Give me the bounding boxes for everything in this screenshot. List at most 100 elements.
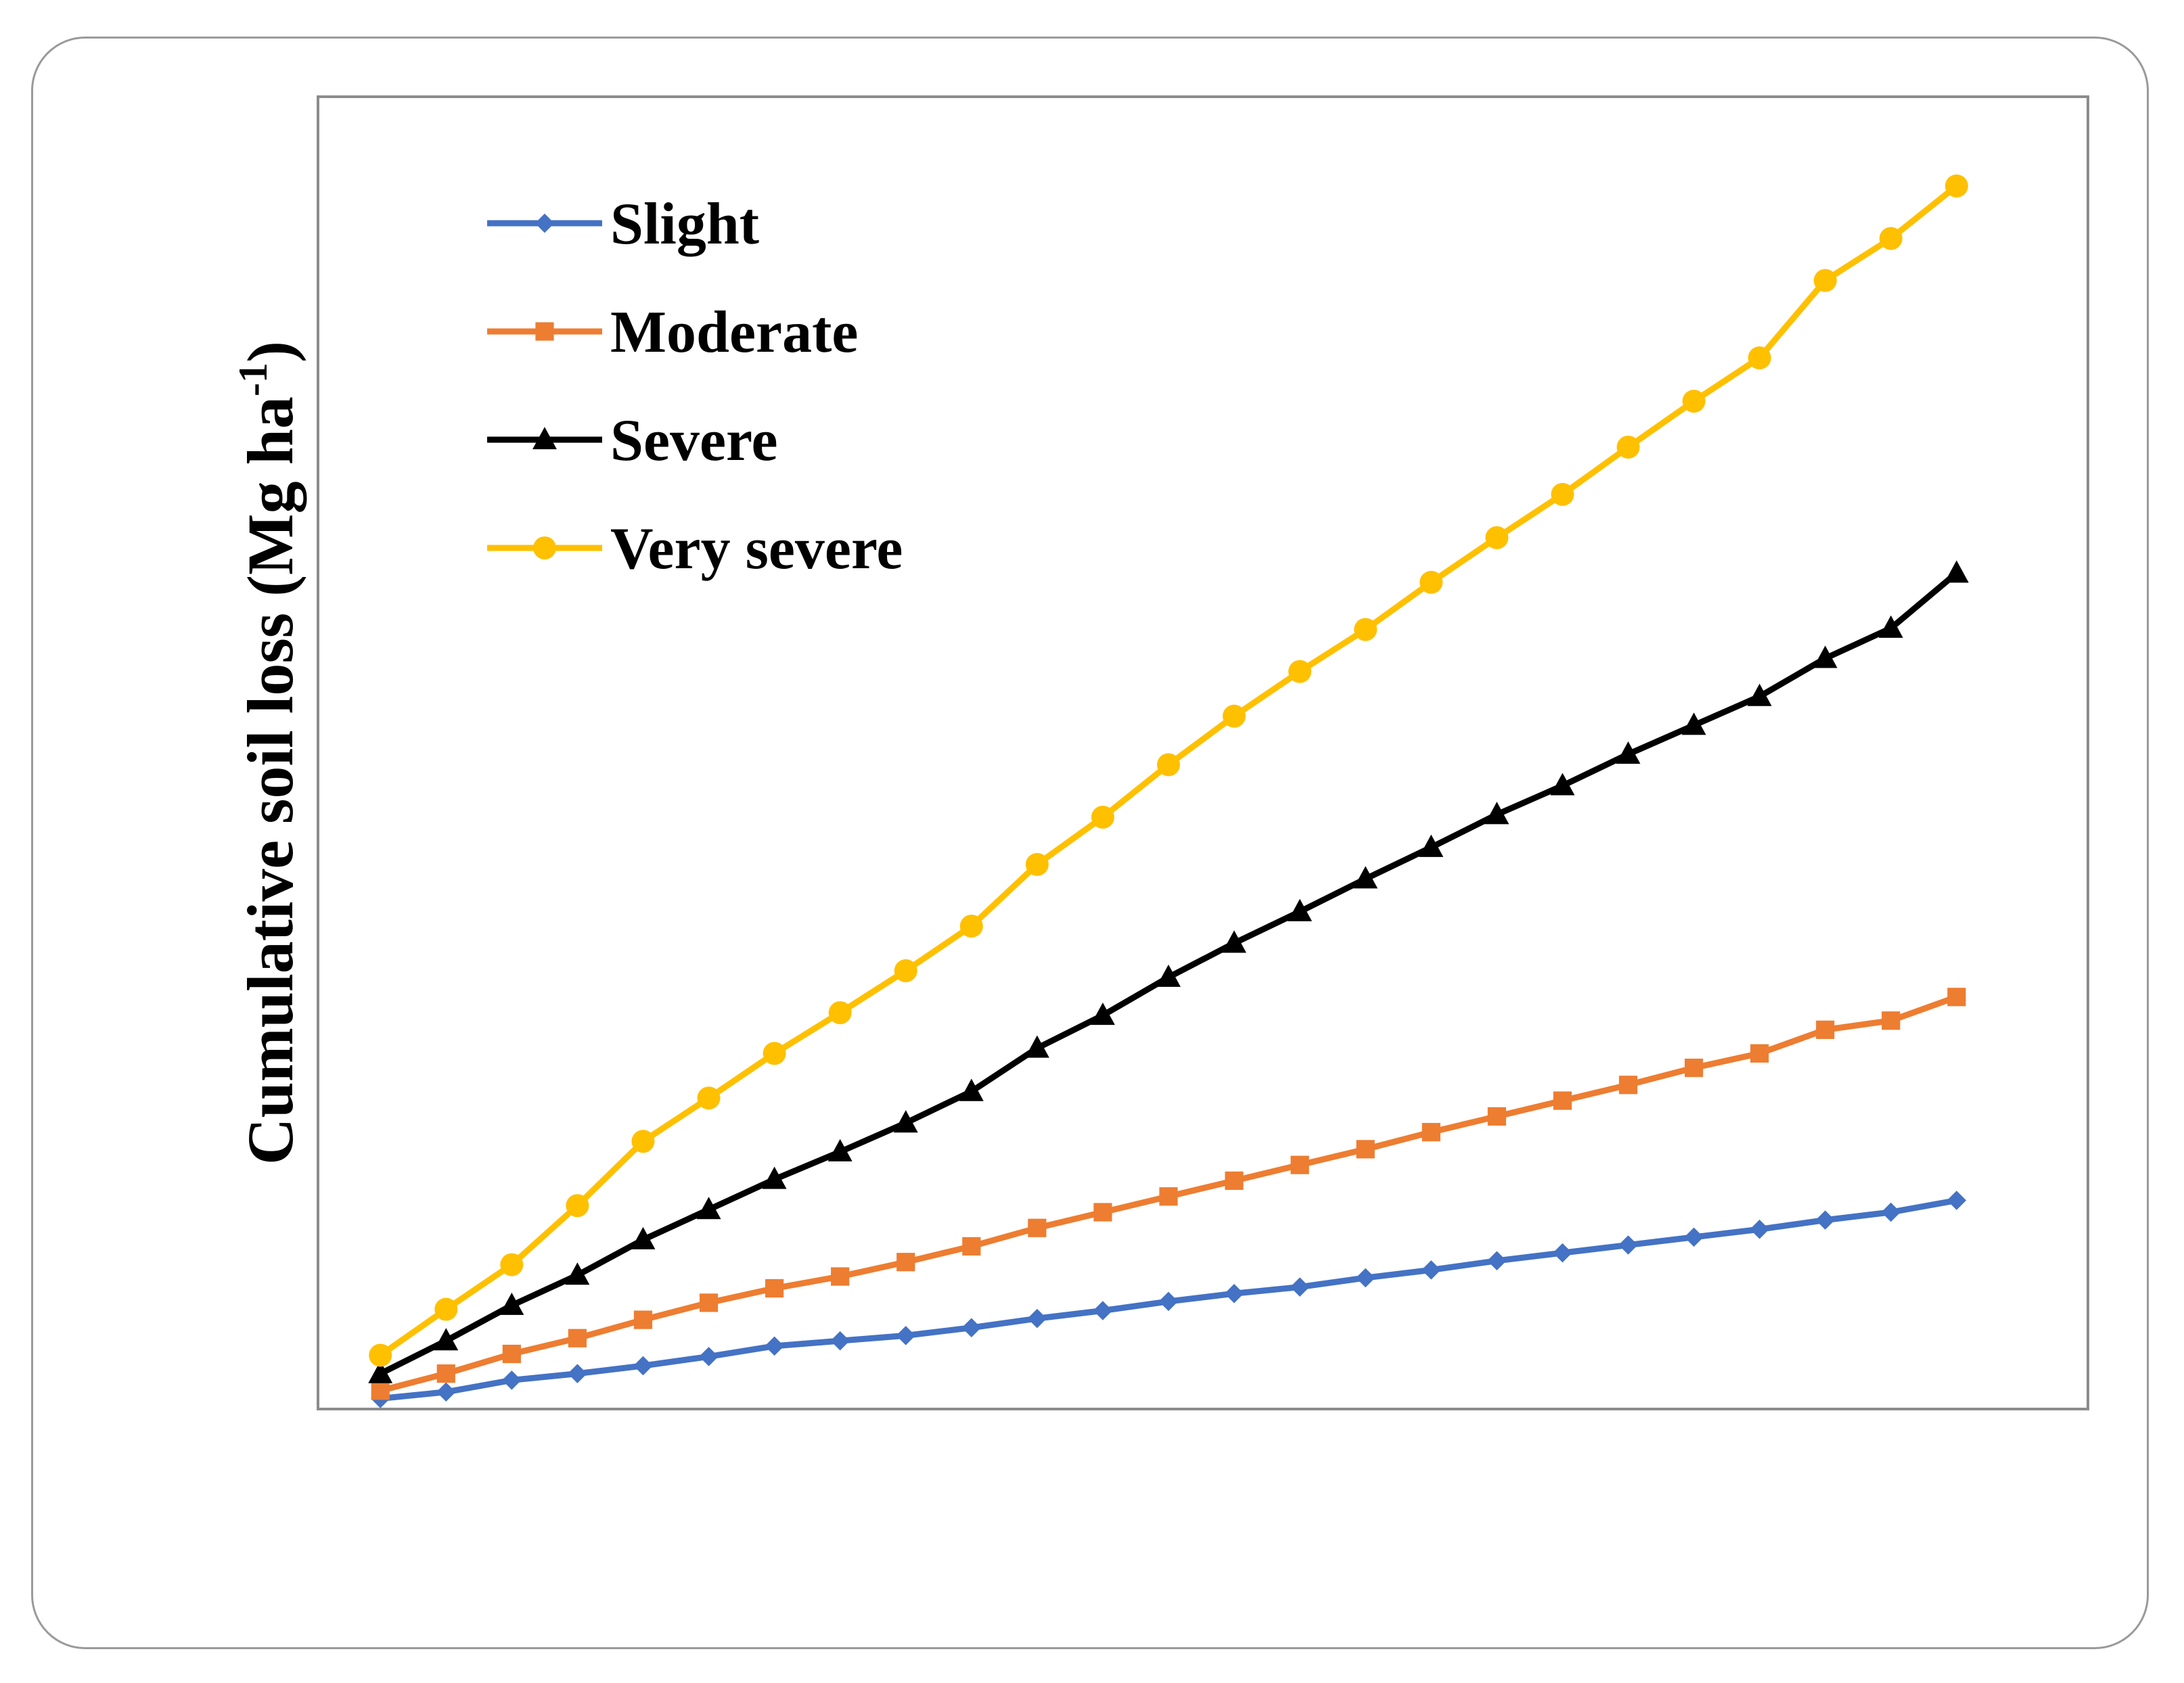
series-moderate [371, 988, 1966, 1400]
data-point-moderate-5 [633, 1310, 653, 1329]
series-severe [368, 560, 1969, 1383]
data-point-slight-5 [633, 1356, 653, 1376]
data-point-severe-21 [1681, 712, 1706, 735]
data-point-severe-13 [1156, 964, 1181, 987]
data-point-severe-14 [1222, 930, 1247, 953]
data-point-slight-10 [961, 1318, 982, 1337]
data-point-slight-13 [1158, 1291, 1179, 1312]
data-point-slight-7 [765, 1336, 784, 1356]
data-point-slight-6 [699, 1347, 719, 1366]
data-point-very-severe-15 [1288, 660, 1312, 683]
data-point-severe-9 [893, 1110, 918, 1133]
data-point-severe-11 [1024, 1035, 1049, 1058]
data-point-slight-12 [1093, 1301, 1113, 1320]
legend-marker-very-severe [533, 536, 556, 559]
legend-item-moderate: Moderate [487, 300, 858, 365]
data-point-very-severe-9 [894, 959, 917, 983]
data-point-moderate-25 [1947, 988, 1966, 1007]
data-point-very-severe-25 [1944, 174, 1968, 198]
data-point-moderate-16 [1356, 1140, 1375, 1159]
data-point-very-severe-2 [434, 1297, 458, 1321]
data-point-slight-4 [568, 1364, 587, 1383]
data-point-moderate-17 [1421, 1123, 1440, 1142]
legend-item-very-severe: Very severe [487, 516, 903, 582]
data-point-moderate-10 [962, 1237, 981, 1256]
data-point-very-severe-17 [1419, 570, 1443, 594]
data-point-moderate-11 [1028, 1218, 1047, 1237]
data-point-slight-19 [1553, 1243, 1572, 1263]
data-point-very-severe-3 [500, 1253, 524, 1276]
data-point-moderate-2 [436, 1364, 455, 1383]
data-point-moderate-6 [699, 1293, 719, 1312]
legend-label-very-severe: Very severe [610, 516, 903, 582]
data-point-slight-20 [1618, 1235, 1638, 1255]
legend-marker-moderate [535, 322, 554, 341]
data-point-very-severe-16 [1354, 618, 1378, 641]
data-point-very-severe-23 [1813, 269, 1837, 292]
data-point-very-severe-13 [1157, 753, 1181, 777]
data-point-very-severe-4 [566, 1194, 589, 1218]
data-point-slight-14 [1224, 1284, 1244, 1304]
data-point-severe-5 [631, 1226, 656, 1249]
data-point-slight-25 [1947, 1191, 1967, 1210]
data-point-moderate-19 [1553, 1091, 1572, 1110]
series-layer [368, 174, 1969, 1408]
data-point-severe-12 [1091, 1002, 1115, 1025]
data-point-severe-23 [1813, 645, 1838, 668]
data-point-slight-8 [830, 1331, 850, 1351]
data-point-moderate-13 [1159, 1187, 1178, 1206]
data-point-moderate-4 [568, 1329, 587, 1347]
legend-marker-slight [534, 213, 555, 233]
legend-item-severe: Severe [487, 408, 778, 474]
legend-label-moderate: Moderate [610, 300, 858, 365]
data-point-moderate-14 [1225, 1171, 1244, 1191]
data-point-very-severe-12 [1091, 806, 1114, 829]
y-axis-title-close: ) [234, 341, 306, 363]
legend-label-slight: Slight [610, 191, 759, 257]
data-point-slight-16 [1355, 1268, 1375, 1288]
data-point-moderate-1 [371, 1381, 390, 1400]
data-point-moderate-21 [1684, 1059, 1704, 1078]
legend-item-slight: Slight [487, 191, 759, 257]
data-point-very-severe-22 [1748, 346, 1771, 370]
data-point-very-severe-21 [1682, 390, 1706, 413]
data-point-severe-22 [1747, 683, 1772, 706]
data-point-very-severe-19 [1551, 482, 1574, 506]
data-point-slight-11 [1027, 1308, 1047, 1329]
legend: Slight Moderate Severe Very severe [487, 191, 903, 582]
data-point-very-severe-24 [1879, 227, 1903, 250]
data-point-severe-17 [1419, 834, 1444, 857]
data-point-severe-16 [1353, 866, 1378, 889]
y-axis-title-main: Cumulative soil loss (Mg ha [234, 396, 306, 1165]
data-point-slight-3 [502, 1370, 522, 1390]
data-point-moderate-23 [1816, 1020, 1835, 1039]
data-point-severe-25 [1944, 560, 1969, 583]
data-point-moderate-3 [502, 1344, 521, 1364]
data-point-slight-23 [1815, 1210, 1835, 1230]
data-point-slight-22 [1750, 1219, 1769, 1239]
data-point-moderate-8 [831, 1267, 850, 1286]
series-very-severe [369, 174, 1968, 1367]
data-point-very-severe-7 [763, 1042, 786, 1065]
data-point-moderate-12 [1093, 1203, 1112, 1222]
data-point-severe-1 [368, 1360, 393, 1383]
legend-marker-severe [532, 427, 557, 450]
data-point-severe-19 [1550, 773, 1575, 796]
data-point-very-severe-14 [1223, 704, 1246, 728]
data-point-very-severe-1 [369, 1343, 392, 1367]
legend-label-severe: Severe [610, 408, 778, 474]
data-point-very-severe-6 [697, 1086, 721, 1110]
data-point-severe-6 [696, 1197, 721, 1220]
y-axis-title: Cumulative soil loss (Mg ha-1) [231, 341, 306, 1165]
data-point-slight-18 [1487, 1251, 1507, 1271]
data-point-very-severe-10 [959, 915, 983, 938]
data-point-slight-24 [1881, 1202, 1901, 1222]
data-point-very-severe-18 [1485, 526, 1509, 549]
y-axis-title-superscript: -1 [231, 363, 275, 396]
data-point-very-severe-20 [1616, 435, 1640, 459]
data-point-very-severe-8 [828, 1001, 852, 1025]
data-point-severe-3 [499, 1292, 524, 1315]
data-point-moderate-24 [1882, 1011, 1901, 1030]
data-point-moderate-22 [1750, 1044, 1769, 1063]
